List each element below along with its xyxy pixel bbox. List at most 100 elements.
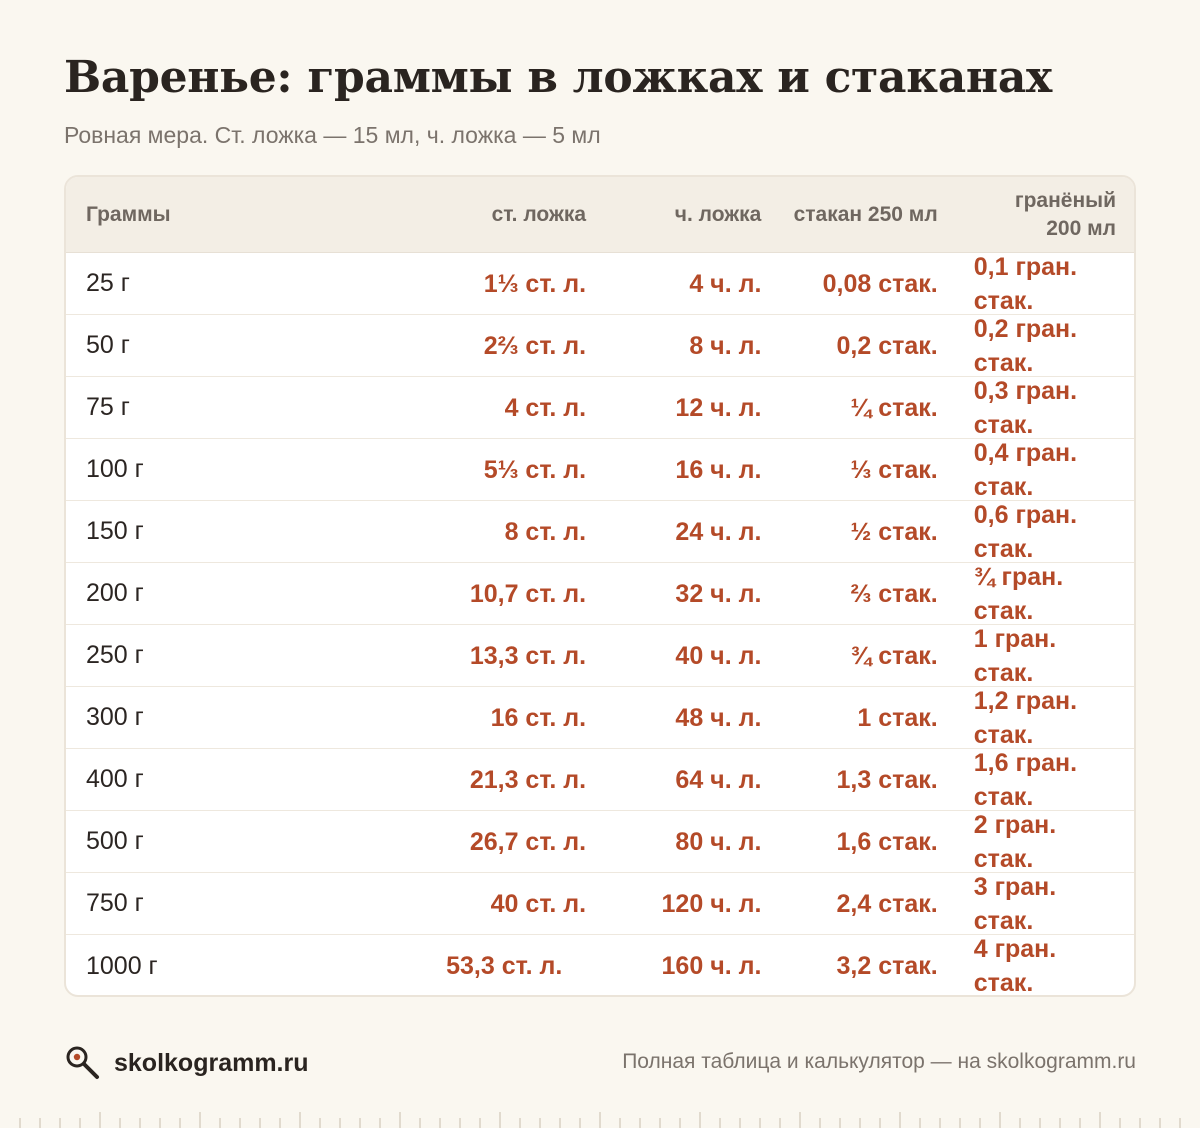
cell-teaspoon: 64 ч. л. [675,765,762,794]
cell-grams-container: 50 г [66,331,265,360]
cell-glass-250: ¾ стак. [850,641,938,670]
cell-glass-250: ½ стак. [850,517,938,546]
cell-faceted-glass-200: 2 гран. стак. [973,810,1057,873]
cell-teaspoon-container: 8 ч. л. [586,329,761,363]
cell-tablespoon: 26,7 ст. л. [469,827,587,856]
cell-grams: 100 г [86,455,144,483]
cell-tablespoon: 8 ст. л. [504,517,587,546]
cell-faceted-glass-200: 0,2 гран. стак. [973,314,1078,377]
cell-teaspoon-container: 24 ч. л. [586,515,761,549]
cell-tablespoon: 40 ст. л. [490,889,587,918]
cell-grams-container: 150 г [66,517,265,546]
table-body: 25 г 1⅓ ст. л. 4 ч. л. 0,08 стак. 0,1 гран. … [66,253,1134,995]
site-name: skolkogramm.ru [114,1048,309,1077]
cell-grams: 400 г [86,765,144,793]
cell-tablespoon: 5⅓ ст. л. [483,455,587,484]
cell-teaspoon-container: 48 ч. л. [586,701,761,735]
cell-grams: 25 г [86,269,130,297]
cell-glass-250-container: 0,2 стак. [761,329,938,363]
table-row: 100 г 5⅓ ст. л. 16 ч. л. ⅓ стак. 0,4 гран. с… [66,439,1134,501]
table-row: 75 г 4 ст. л. 12 ч. л. ¼ стак. 0,3 гран. ста… [66,377,1134,439]
header-tablespoon: ст. ложка [491,202,587,226]
cell-tablespoon-container: 4 ст. л. [265,391,587,425]
cell-teaspoon: 120 ч. л. [661,889,762,918]
cell-teaspoon-container: 32 ч. л. [586,577,761,611]
cell-glass-250-container: 1 стак. [761,701,937,735]
cell-tablespoon-container: 10,7 ст. л. [265,577,586,611]
table-row: 25 г 1⅓ ст. л. 4 ч. л. 0,08 стак. 0,1 гран. … [66,253,1134,315]
table-row: 150 г 8 ст. л. 24 ч. л. ½ стак. 0,6 гран. ст… [66,501,1134,563]
cell-grams: 75 г [86,393,130,421]
cell-glass-250: 2,4 стак. [836,889,938,918]
cell-faceted-glass-200-container: 4 гран. стак. [938,932,1134,995]
cell-tablespoon-container: 5⅓ ст. л. [265,453,586,487]
cell-grams-container: 1000 г [66,952,265,981]
cell-teaspoon: 12 ч. л. [675,393,762,422]
cell-glass-250: 0,2 стак. [836,331,938,360]
cell-faceted-glass-200-container: 1,6 гран. стак. [938,746,1134,814]
cell-faceted-glass-200: 1 гран. стак. [973,624,1057,687]
cell-tablespoon: 2⅔ ст. л. [483,331,587,360]
cell-glass-250: 0,08 стак. [822,269,938,298]
cell-faceted-glass-200-container: 0,3 гран. стак. [938,374,1134,442]
cell-teaspoon-container: 4 ч. л. [586,267,761,301]
cell-glass-250-container: ⅔ стак. [761,577,937,611]
cell-faceted-glass-200-container: 0,1 гран. стак. [938,250,1134,318]
cell-glass-250-container: 1,3 стак. [761,763,938,797]
page-subtitle: Ровная мера. Ст. ложка — 15 мл, ч. ложка… [64,122,601,148]
table-row: 400 г 21,3 ст. л. 64 ч. л. 1,3 стак. 1,6 гра… [66,749,1134,811]
cell-tablespoon-container: 8 ст. л. [265,515,587,549]
cell-tablespoon: 53,3 ст. л. [446,952,563,980]
cell-grams-container: 400 г [66,765,265,794]
cell-tablespoon: 4 ст. л. [504,393,587,422]
cell-grams-container: 750 г [66,889,265,918]
cell-tablespoon-container: 13,3 ст. л. [265,639,586,673]
cell-teaspoon-container: 120 ч. л. [586,887,762,921]
header-grams: Граммы [86,202,171,226]
cell-faceted-glass-200: 0,4 гран. стак. [973,438,1078,501]
cell-faceted-glass-200: 0,1 гран. стак. [973,252,1078,315]
cell-teaspoon: 4 ч. л. [689,269,762,298]
cell-glass-250: 1 стак. [857,703,938,732]
cell-faceted-glass-200-container: 2 гран. стак. [938,808,1134,876]
cell-faceted-glass-200-container: 3 гран. стак. [938,870,1134,938]
cell-faceted-glass-200: 1,6 гран. стак. [973,748,1078,811]
cell-faceted-glass-200: 0,6 гран. стак. [973,500,1078,563]
cell-faceted-glass-200-container: 1,2 гран. стак. [938,684,1134,752]
cell-teaspoon-container: 80 ч. л. [586,825,761,859]
cell-glass-250-container: 3,2 стак. [761,949,938,983]
conversion-table: Граммы ст. ложка ч. ложка стакан 250 мл … [64,175,1136,997]
cell-teaspoon-container: 40 ч. л. [586,639,761,673]
cell-glass-250: 3,2 стак. [836,952,938,980]
cell-teaspoon: 24 ч. л. [675,517,762,546]
cell-grams: 750 г [86,889,144,917]
footer-logo[interactable]: skolkogramm.ru [64,1044,309,1082]
ruler-decoration [19,1112,1181,1128]
cell-faceted-glass-200: 3 гран. стак. [973,872,1057,935]
cell-teaspoon: 16 ч. л. [675,455,762,484]
cell-glass-250-container: ⅓ стак. [761,453,937,487]
cell-faceted-glass-200: 0,3 гран. стак. [973,376,1078,439]
cell-grams: 200 г [86,579,144,607]
cell-glass-250-container: ¼ стак. [761,391,937,425]
cell-teaspoon: 32 ч. л. [675,579,762,608]
cell-teaspoon: 80 ч. л. [675,827,762,856]
cell-glass-250-container: 2,4 стак. [761,887,938,921]
cell-tablespoon-container: 21,3 ст. л. [265,763,586,797]
cell-tablespoon-container: 2⅔ ст. л. [265,329,586,363]
table-row: 250 г 13,3 ст. л. 40 ч. л. ¾ стак. 1 гран. с… [66,625,1134,687]
cell-tablespoon: 16 ст. л. [490,703,587,732]
cell-glass-250-container: 0,08 стак. [761,267,938,301]
cell-glass-250-container: 1,6 стак. [761,825,938,859]
cell-teaspoon-container: 64 ч. л. [586,763,761,797]
cell-grams: 500 г [86,827,144,855]
cell-grams: 1000 г [86,951,158,980]
table-row: 300 г 16 ст. л. 48 ч. л. 1 стак. 1,2 гран. с… [66,687,1134,749]
cell-glass-250-container: ½ стак. [761,515,937,549]
cell-tablespoon-container: 16 ст. л. [265,701,586,735]
magnifier-icon [66,1046,99,1079]
cell-faceted-glass-200-container: 0,6 гран. стак. [938,498,1134,566]
table-row: 500 г 26,7 ст. л. 80 ч. л. 1,6 стак. 2 гран.… [66,811,1134,873]
table-row: 50 г 2⅔ ст. л. 8 ч. л. 0,2 стак. 0,2 гран. с… [66,315,1134,377]
cell-glass-250: ⅓ стак. [850,455,938,484]
